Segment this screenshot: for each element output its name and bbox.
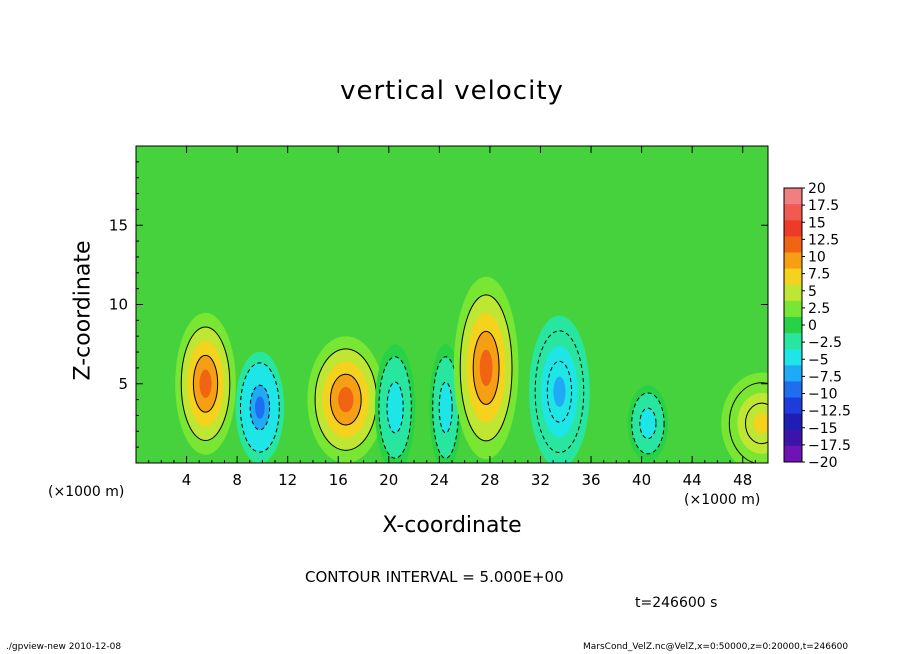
contour-line (631, 392, 665, 455)
colorbar-swatch (784, 349, 802, 366)
y-tick-label: 5 (118, 375, 128, 393)
contour-line (534, 330, 585, 454)
feature-level (255, 396, 265, 419)
contour-line (239, 362, 280, 453)
contour-line (728, 382, 768, 463)
time-label: t=246600 s (635, 595, 718, 611)
colorbar-label: 7.5 (808, 267, 830, 283)
feature-level (442, 394, 449, 421)
contour-interval: CONTOUR INTERVAL = 5.000E+00 (305, 568, 564, 586)
colorbar-swatch (784, 300, 802, 318)
contour-line (329, 373, 362, 426)
colorbar-swatch (784, 204, 802, 221)
updraft-feature-0 (175, 312, 236, 455)
colorbar-swatch (784, 429, 802, 447)
x-tick-label: 40 (632, 471, 651, 489)
downdraft-feature-1 (235, 351, 285, 463)
contour-line (472, 330, 500, 405)
colorbar-label: −7.5 (808, 369, 842, 385)
footer-right: MarsCond_VelZ.nc@VelZ,x=0:50000,z=0:2000… (583, 642, 849, 652)
colorbar-swatch (784, 252, 802, 270)
colorbar-swatch (784, 188, 802, 205)
contour-line (459, 294, 513, 442)
colorbar-label: 10 (808, 250, 826, 266)
velocity-features (175, 276, 768, 463)
x-tick-label: 8 (232, 471, 242, 489)
colorbar-label: 2.5 (808, 301, 830, 317)
colorbar-label: −20 (808, 455, 838, 471)
updraft-feature-2 (307, 336, 385, 463)
feature-level (479, 349, 493, 387)
colorbar-swatch (784, 365, 802, 382)
y-axis-unit: (×1000 m) (48, 484, 125, 500)
contour-line (378, 356, 412, 459)
updraft-feature-8 (721, 372, 768, 463)
x-tick-label: 36 (581, 471, 600, 489)
contour-line (249, 384, 271, 431)
x-axis-ticks: 4 8 12 16 20 24 28 32 36 40 44 48 (148, 146, 756, 489)
colorbar-label: 12.5 (808, 232, 839, 248)
feature-level (338, 386, 354, 413)
downdraft-feature-6 (529, 315, 590, 463)
colorbar-label: 15 (808, 215, 826, 231)
contour-line (180, 326, 231, 442)
y-axis-label: Z-coordinate (70, 240, 96, 381)
chart-title: vertical velocity (340, 76, 564, 106)
contour-line (745, 402, 768, 445)
x-tick-label: 32 (531, 471, 550, 489)
updraft-feature-5 (453, 276, 519, 460)
plot-area (136, 146, 768, 463)
x-tick-label: 24 (430, 471, 449, 489)
colorbar-swatch (784, 413, 802, 431)
x-axis-unit: (×1000 m) (684, 492, 761, 508)
contour-line (639, 407, 657, 440)
colorbar-swatch (784, 316, 802, 334)
contour-line (438, 381, 453, 434)
colorbar-label: −5 (808, 352, 829, 368)
colorbar-swatch (784, 445, 802, 463)
contour-line (192, 354, 219, 413)
colorbar-swatch (784, 284, 802, 302)
feature-level (391, 394, 400, 421)
x-axis-label: X-coordinate (382, 513, 522, 538)
colorbar-swatch (784, 333, 802, 350)
y-axis-ticks: 5 10 15 (109, 161, 768, 448)
x-tick-label: 44 (683, 471, 702, 489)
colorbar-swatch (784, 220, 802, 237)
colorbar-swatch (784, 236, 802, 253)
feature-level (553, 376, 566, 407)
colorbar-label: −17.5 (808, 438, 851, 454)
colorbar-swatch (784, 268, 802, 286)
y-tick-label: 10 (109, 296, 128, 314)
feature-level (643, 415, 652, 431)
colorbar-label: 20 (808, 181, 826, 197)
x-tick-label: 12 (278, 471, 297, 489)
x-tick-label: 4 (182, 471, 192, 489)
colorbar-label: −2.5 (808, 335, 842, 351)
y-tick-label: 15 (109, 216, 128, 234)
footer-left: ./gpview-new 2010-12-08 (6, 642, 122, 652)
colorbar-label: −10 (808, 387, 838, 403)
colorbar-label: 17.5 (808, 198, 839, 214)
colorbar-swatch (784, 397, 802, 415)
feature-level (753, 413, 768, 434)
colorbar-swatch (784, 381, 802, 399)
colorbar-label: 0 (808, 318, 817, 334)
colorbar-label: −15 (808, 421, 838, 437)
downdraft-feature-3 (374, 344, 416, 463)
contour-line (546, 360, 573, 423)
x-tick-label: 20 (379, 471, 398, 489)
x-tick-label: 48 (733, 471, 752, 489)
colorbar-label: 5 (808, 284, 817, 300)
colorbar-label: −12.5 (808, 404, 851, 420)
downdraft-feature-7 (627, 385, 669, 462)
x-tick-label: 16 (329, 471, 348, 489)
downdraft-feature-4 (429, 344, 462, 463)
x-tick-label: 28 (480, 471, 499, 489)
feature-level (199, 369, 212, 398)
